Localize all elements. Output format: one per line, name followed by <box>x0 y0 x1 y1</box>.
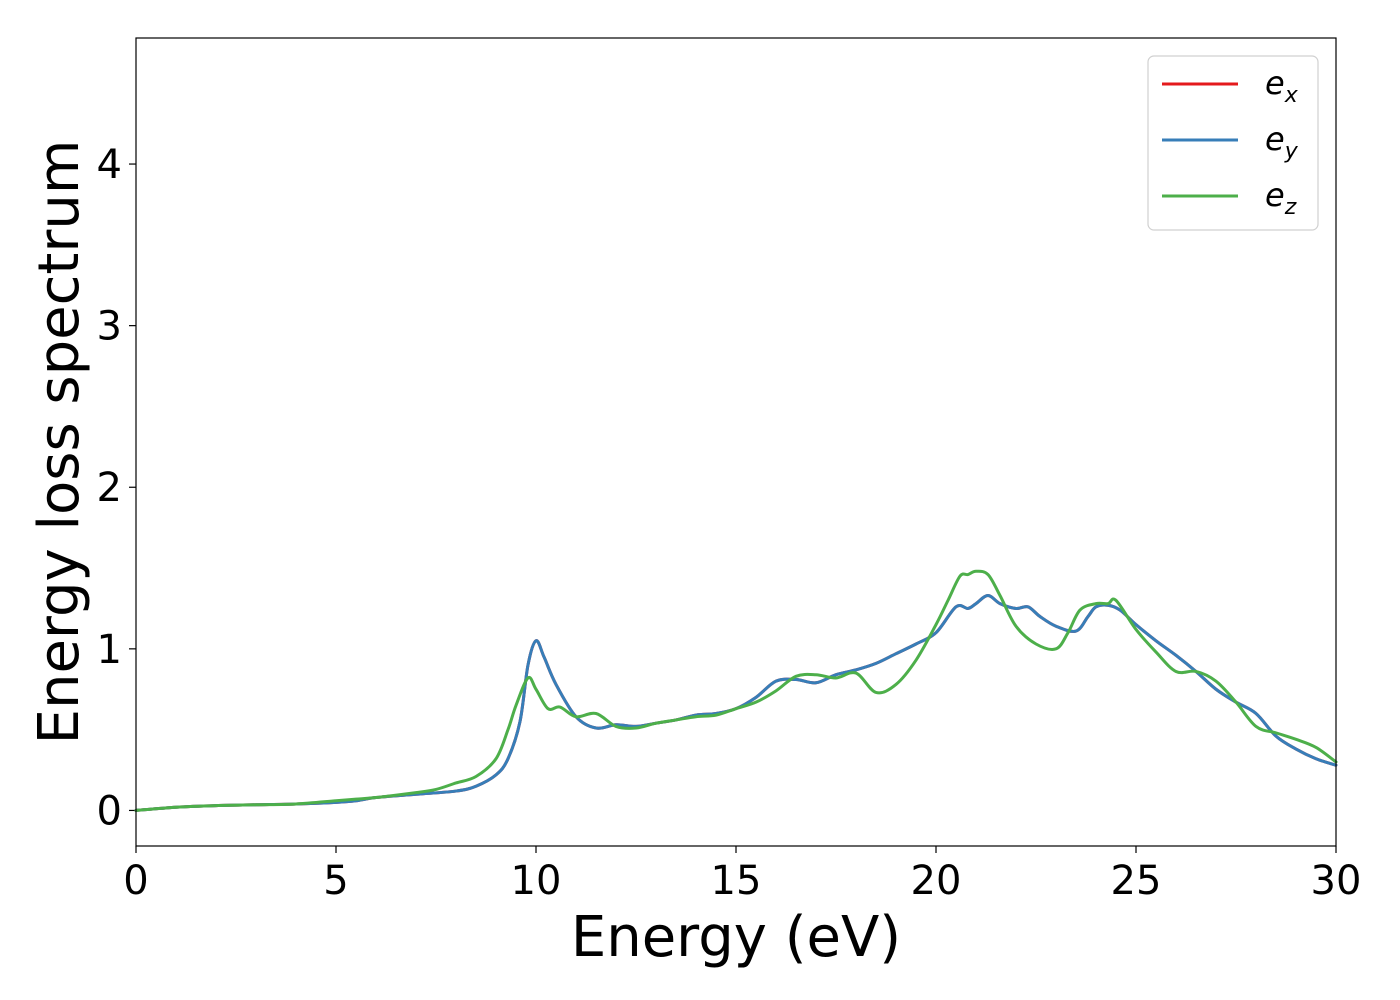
y-tick-label: 0 <box>97 788 122 834</box>
legend-label-base: e <box>1265 64 1285 102</box>
x-tick-label: 20 <box>911 858 962 904</box>
y-tick-label: 4 <box>97 142 122 188</box>
legend-label-subscript: y <box>1284 139 1299 164</box>
legend-label-e-y: ey <box>1265 120 1299 164</box>
legend-label-base: e <box>1265 176 1285 214</box>
legend-label-e-z: ez <box>1265 176 1297 220</box>
x-tick-label: 15 <box>711 858 762 904</box>
series-line-e-x <box>134 594 1338 812</box>
y-tick-label: 2 <box>97 465 122 511</box>
plot-frame <box>135 37 1337 847</box>
series-lines <box>134 569 1338 812</box>
y-tick-label: 1 <box>97 627 122 673</box>
x-axis-label: Energy (eV) <box>571 905 901 970</box>
legend-label-base: e <box>1265 120 1285 158</box>
x-axis-ticks: 0 5 10 15 20 25 30 <box>123 846 1361 904</box>
x-tick-label: 0 <box>123 858 148 904</box>
legend-label-subscript: z <box>1284 195 1297 220</box>
series-line-e-z <box>134 569 1338 812</box>
y-tick-label: 3 <box>97 304 122 350</box>
x-tick-label: 25 <box>1111 858 1162 904</box>
y-axis-ticks: 0 1 2 3 4 <box>97 142 136 834</box>
x-tick-label: 10 <box>511 858 562 904</box>
x-tick-label: 30 <box>1311 858 1362 904</box>
legend-label-subscript: x <box>1284 83 1299 108</box>
y-axis-label: Energy loss spectrum <box>27 140 92 745</box>
x-tick-label: 5 <box>323 858 348 904</box>
legend-label-e-x: ex <box>1265 64 1299 108</box>
series-line-e-y <box>134 594 1338 812</box>
legend-box <box>1147 55 1319 231</box>
